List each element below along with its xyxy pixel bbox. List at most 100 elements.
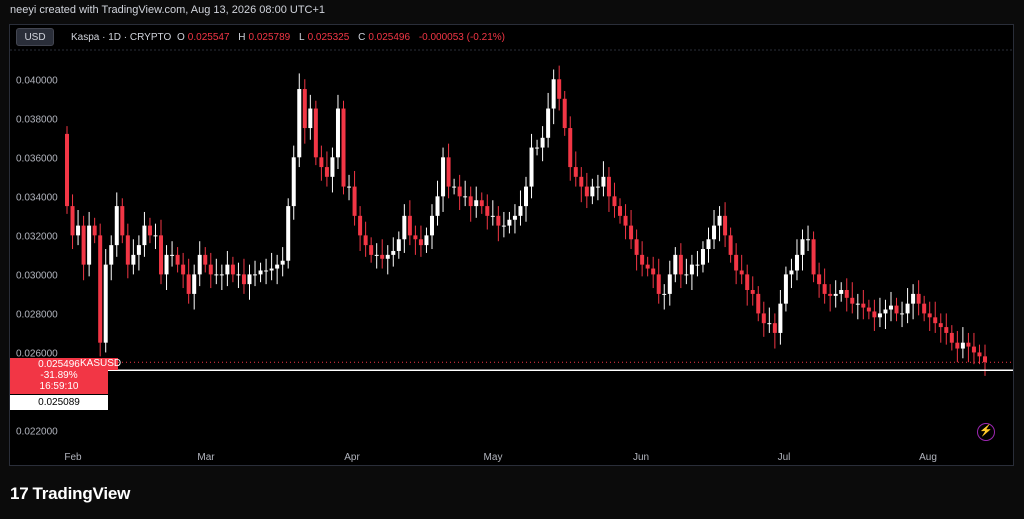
candle-body	[418, 239, 423, 246]
candle-body	[264, 270, 269, 272]
candle-body	[468, 196, 473, 207]
legend-high: H 0.025789	[238, 32, 291, 43]
chart-credit: neeyi created with TradingView.com, Aug …	[10, 4, 326, 16]
candle-body	[900, 313, 905, 315]
candle-body	[275, 264, 280, 269]
candle-body	[429, 215, 434, 236]
candle-body	[673, 254, 678, 275]
candle-body	[590, 186, 595, 197]
candle-body	[767, 323, 772, 325]
candle-body	[855, 303, 860, 305]
candle-body	[712, 225, 717, 240]
candle-body	[977, 352, 982, 357]
candle-body	[922, 303, 927, 314]
candle-body	[435, 196, 440, 216]
candle-body	[302, 89, 307, 129]
candle-body	[535, 147, 540, 149]
candle-body	[783, 274, 788, 304]
candle-body	[595, 186, 600, 188]
tradingview-logo: 17 TradingView	[10, 484, 131, 503]
candle-body	[70, 206, 75, 236]
x-tick-label: Apr	[344, 452, 360, 463]
candle-body	[313, 108, 318, 158]
legend-symbol: Kaspa · 1D · CRYPTO	[71, 32, 172, 43]
candle-body	[186, 274, 191, 294]
candle-body	[125, 235, 130, 265]
candle-body	[656, 274, 661, 294]
candle-body	[861, 303, 866, 308]
candle-body	[689, 264, 694, 275]
candle-body	[446, 157, 451, 187]
candle-body	[629, 225, 634, 240]
y-tick-label: 0.030000	[16, 270, 58, 281]
candle-body	[501, 225, 506, 227]
candle-body	[634, 239, 639, 255]
x-tick-label: May	[484, 452, 503, 463]
footer: 17 TradingView	[10, 484, 130, 504]
candle-body	[374, 254, 379, 256]
candle-body	[546, 108, 551, 138]
candle-body	[983, 356, 987, 363]
x-tick-label: Jun	[633, 452, 649, 463]
candle-body	[219, 274, 224, 276]
candle-body	[463, 196, 468, 198]
legend-low: L 0.025325	[299, 32, 350, 43]
candle-body	[358, 215, 363, 236]
chart-panel[interactable]	[9, 24, 1014, 466]
candle-body	[822, 284, 827, 294]
candle-body	[894, 305, 899, 314]
candle-body	[949, 332, 954, 343]
candle-body	[192, 274, 197, 294]
currency-button[interactable]: USD	[16, 28, 54, 46]
x-tick-label: Mar	[197, 452, 215, 463]
candle-body	[706, 239, 711, 250]
candle-body	[269, 268, 274, 271]
candle-body	[911, 293, 916, 304]
candle-body	[363, 235, 368, 246]
candle-body	[745, 274, 750, 290]
candle-body	[971, 346, 976, 353]
candle-body	[966, 342, 971, 347]
candle-body	[695, 264, 700, 266]
y-tick-label: 0.040000	[16, 75, 58, 86]
candle-body	[927, 313, 932, 318]
candle-body	[164, 254, 169, 275]
candle-body	[667, 274, 672, 294]
candle-body	[81, 225, 86, 265]
candle-body	[568, 128, 573, 168]
candle-body	[225, 264, 230, 275]
tv-mark-icon: 17	[10, 484, 29, 503]
candle-body	[136, 245, 141, 255]
candle-body	[507, 219, 512, 226]
candle-body	[214, 274, 219, 276]
candle-body	[114, 206, 119, 246]
candle-body	[452, 186, 457, 188]
candle-body	[352, 186, 357, 216]
candle-body	[794, 254, 799, 271]
candle-body	[247, 274, 252, 285]
candle-body	[557, 79, 562, 99]
candle-body	[960, 342, 965, 349]
candle-body	[551, 79, 556, 109]
candle-body	[623, 215, 628, 226]
candle-body	[258, 270, 263, 275]
price-badge: 0.025496 -31.89% 16:59:10 KASUSD	[10, 358, 121, 394]
candle-body	[347, 186, 352, 188]
candle-body	[756, 293, 761, 314]
candle-body	[479, 200, 484, 207]
candle-body	[391, 250, 396, 255]
y-tick-label: 0.038000	[16, 114, 58, 125]
badge-ticker: KASUSD	[80, 358, 122, 370]
lightning-icon[interactable]: ⚡	[977, 423, 995, 441]
candle-body	[723, 215, 728, 236]
candle-body	[844, 290, 849, 298]
candle-body	[286, 206, 291, 261]
candle-body	[424, 235, 429, 246]
candle-body	[280, 260, 285, 265]
candle-body	[153, 235, 158, 237]
candle-body	[170, 254, 175, 256]
candle-body	[236, 274, 241, 276]
candle-body	[87, 225, 92, 265]
candle-body	[369, 245, 374, 255]
